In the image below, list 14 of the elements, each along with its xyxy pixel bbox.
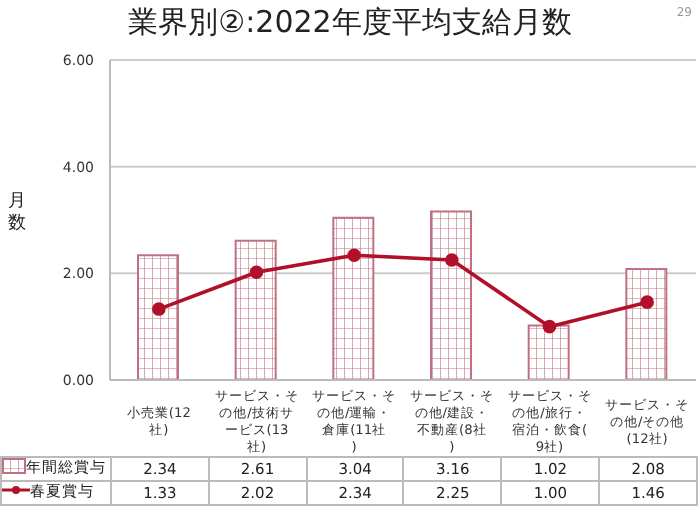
chart-title: 業界別②:2022年度平均支給月数 <box>128 4 572 40</box>
bar <box>430 210 472 380</box>
y-axis-title: 月数 <box>8 192 28 236</box>
point <box>249 265 264 280</box>
point <box>640 295 654 309</box>
point <box>542 319 557 334</box>
bar <box>332 216 375 380</box>
bar <box>234 239 277 380</box>
bar <box>625 268 668 380</box>
point <box>445 253 459 267</box>
bar <box>137 254 179 380</box>
bar <box>527 324 570 380</box>
point <box>152 302 166 316</box>
point <box>347 248 361 262</box>
